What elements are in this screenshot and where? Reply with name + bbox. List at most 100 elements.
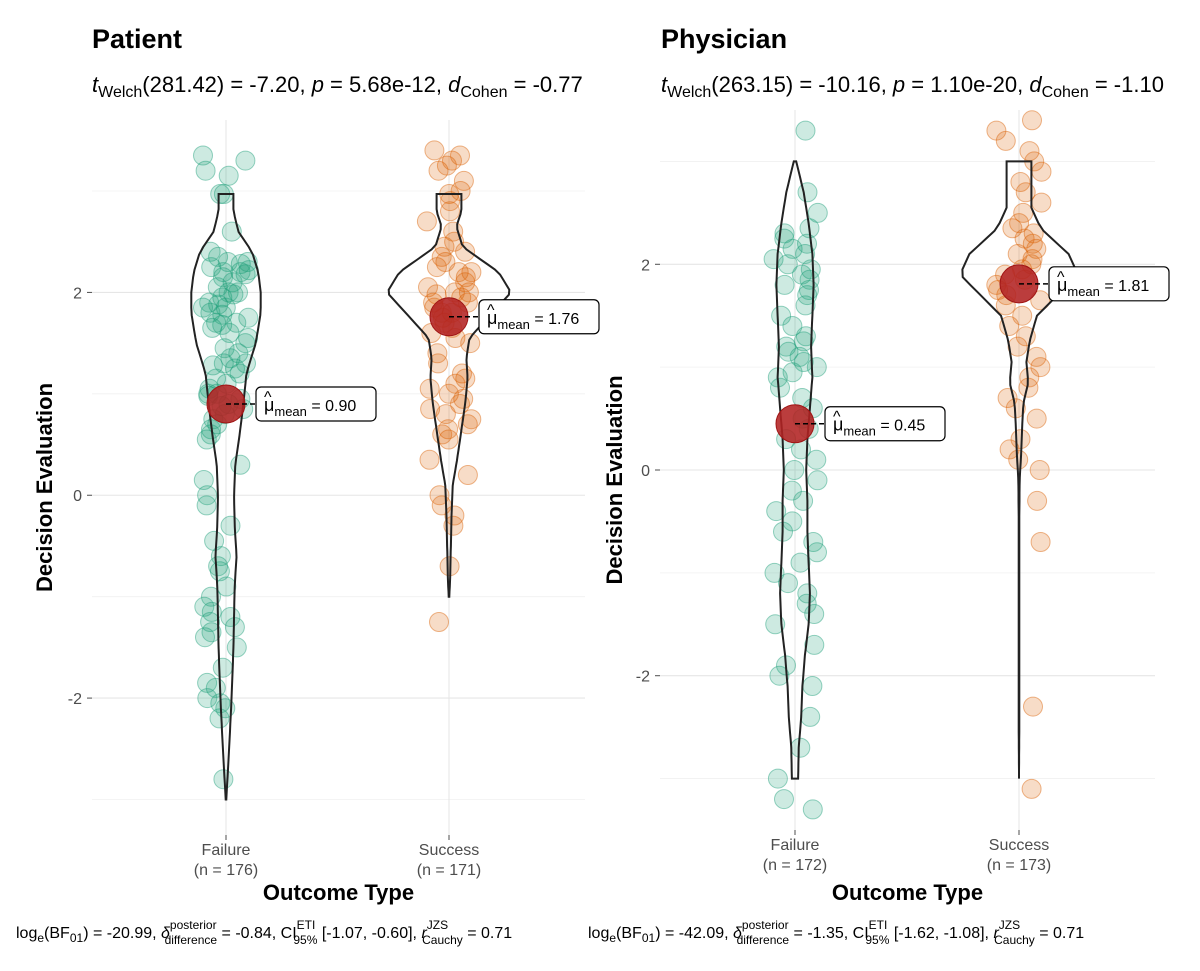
mean-symbol: μ xyxy=(833,415,843,435)
data-point xyxy=(1031,192,1052,213)
data-point xyxy=(226,637,247,658)
mean-value: = 0.45 xyxy=(876,418,925,435)
stat-p-symbol: p xyxy=(892,72,905,97)
caption-delta-value: = -1.35, xyxy=(789,925,853,942)
data-point xyxy=(215,297,236,318)
data-point xyxy=(418,277,438,298)
data-point xyxy=(774,274,795,295)
data-point xyxy=(197,688,218,709)
caption-bf: (BF xyxy=(616,925,642,942)
data-point xyxy=(796,593,817,614)
y-tick-label: -2 xyxy=(68,691,82,708)
caption-ci-value: [-1.07, -0.60], xyxy=(317,925,421,942)
data-point xyxy=(444,505,465,526)
mean-label-box xyxy=(478,299,600,335)
mean-label-box xyxy=(1048,266,1170,302)
data-point xyxy=(197,672,218,693)
data-point xyxy=(209,708,230,729)
data-point xyxy=(218,282,239,303)
data-point xyxy=(445,373,466,394)
data-point xyxy=(427,343,448,364)
data-point xyxy=(238,328,259,348)
data-point xyxy=(1030,532,1051,552)
data-point xyxy=(800,259,821,280)
data-point xyxy=(807,542,827,563)
data-point xyxy=(213,262,234,283)
data-point xyxy=(206,312,227,333)
data-point xyxy=(453,170,474,191)
data-point xyxy=(793,490,814,511)
data-point xyxy=(1022,249,1043,270)
data-point xyxy=(194,596,215,617)
data-point xyxy=(428,160,449,181)
data-point xyxy=(429,612,449,632)
caption-r-value: = 0.71 xyxy=(1035,925,1084,942)
data-point xyxy=(806,357,827,378)
stat-p-symbol: p xyxy=(311,72,324,97)
data-point xyxy=(764,562,785,583)
data-point xyxy=(769,665,790,686)
panel-title: Physician xyxy=(661,24,787,54)
caption-bf-value: ) = -20.99, xyxy=(83,925,161,942)
data-point xyxy=(208,246,229,267)
mean-label: μmean = 0.90 xyxy=(264,395,356,419)
stat-d-symbol: d xyxy=(448,72,461,97)
data-point xyxy=(438,429,459,450)
x-tick-label: Failure xyxy=(202,842,251,859)
mean-label: μmean = 0.45 xyxy=(833,415,925,439)
data-point xyxy=(196,495,217,516)
caption-r-subscript: Cauchy xyxy=(422,933,463,947)
data-point xyxy=(197,485,218,506)
data-point xyxy=(424,140,445,161)
x-tick-n-label: (n = 171) xyxy=(417,862,481,879)
data-point xyxy=(791,264,812,285)
data-points xyxy=(416,140,482,632)
data-point xyxy=(804,604,825,624)
caption-ci-superscript: ETI xyxy=(297,918,316,932)
data-point xyxy=(230,262,251,283)
mean-subscript: mean xyxy=(1067,284,1100,299)
data-point xyxy=(217,252,238,272)
data-point xyxy=(795,295,816,316)
data-point xyxy=(782,362,803,383)
data-point xyxy=(807,202,828,223)
data-point xyxy=(230,254,251,274)
data-point xyxy=(782,238,803,259)
hat-mark: ^ xyxy=(1057,269,1065,286)
data-point xyxy=(1012,305,1033,326)
violin-outline xyxy=(961,160,1077,779)
data-point xyxy=(1014,228,1035,249)
caption-log-base: e xyxy=(609,931,616,945)
stat-t-subscript: Welch xyxy=(98,84,142,101)
caption-delta-superscript: posterior xyxy=(170,918,217,932)
data-point xyxy=(797,285,818,306)
data-point xyxy=(1026,238,1047,259)
data-point xyxy=(207,277,228,298)
stat-d-symbol: d xyxy=(1029,72,1042,97)
data-point xyxy=(1031,161,1052,182)
data-point xyxy=(793,352,814,372)
data-point xyxy=(208,556,229,577)
data-point xyxy=(201,622,222,643)
data-point xyxy=(455,267,476,288)
caption-delta-value: = -0.84, xyxy=(217,925,281,942)
data-point xyxy=(212,314,233,335)
data-point xyxy=(802,799,823,820)
caption-r-value: = 0.71 xyxy=(463,925,512,942)
data-point xyxy=(800,706,821,727)
mean-subscript: mean xyxy=(497,317,530,332)
violin-outline xyxy=(775,160,815,780)
caption-delta-superscript: posterior xyxy=(742,918,789,932)
data-point xyxy=(220,348,241,369)
data-point xyxy=(204,530,225,551)
data-point xyxy=(237,252,258,272)
y-tick-label: 2 xyxy=(641,257,650,274)
data-point xyxy=(797,182,818,203)
data-point xyxy=(230,454,251,475)
mean-symbol: μ xyxy=(264,395,274,415)
data-point xyxy=(455,368,476,389)
caption-bf-value: ) = -42.09, xyxy=(655,925,733,942)
data-point xyxy=(195,627,215,648)
caption-log-base: e xyxy=(37,931,44,945)
